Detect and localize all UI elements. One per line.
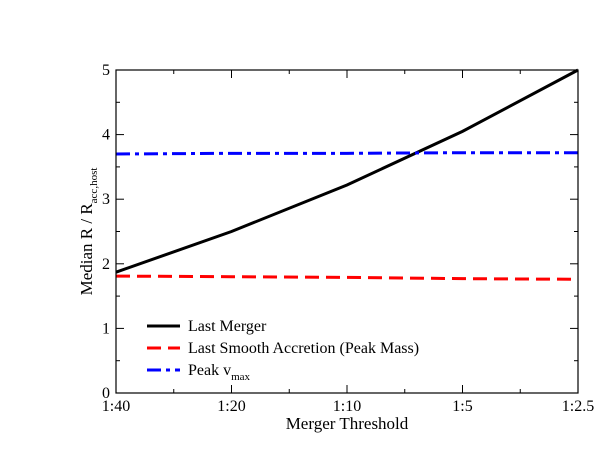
legend-label-sub: max: [231, 371, 250, 383]
series-line: [115, 68, 579, 274]
legend-label: Last Merger: [188, 318, 267, 335]
plot-area: [115, 68, 579, 281]
axes: 1:40 1:20 1:10 1:5 1:2.5 0 1 2 3 4 5: [102, 62, 594, 415]
x-tick-label: 1:10: [333, 398, 361, 415]
series-line: [115, 274, 579, 281]
y-tick-label: 2: [102, 256, 110, 273]
y-axis-title-sub: acc,host: [88, 168, 100, 204]
legend-label-main: Peak v: [188, 362, 231, 379]
legend-label: Peak vmax: [188, 362, 251, 383]
y-tick-label: 5: [102, 62, 110, 79]
legend-label: Last Smooth Accretion (Peak Mass): [188, 340, 419, 357]
y-tick-label: 4: [102, 127, 110, 144]
x-tick-label: 1:40: [102, 398, 130, 415]
legend: Last Merger Last Smooth Accretion (Peak M…: [147, 318, 419, 383]
x-axis-title: Merger Threshold: [286, 414, 409, 433]
x-tick-label: 1:20: [217, 398, 245, 415]
x-tick-label: 1:5: [452, 398, 472, 415]
series-line: [115, 151, 578, 156]
y-axis-title: Median R / Racc,host: [77, 168, 100, 296]
legend-label-main: Last Smooth Accretion (Peak Mass): [188, 340, 419, 357]
y-tick-label: 3: [102, 191, 110, 208]
y-axis-title-main: Median R / R: [77, 203, 96, 296]
y-tick-label: 1: [102, 320, 110, 337]
legend-label-main: Last Merger: [188, 318, 267, 335]
y-tick-label: 0: [102, 385, 110, 402]
x-tick-label: 1:2.5: [562, 398, 594, 415]
